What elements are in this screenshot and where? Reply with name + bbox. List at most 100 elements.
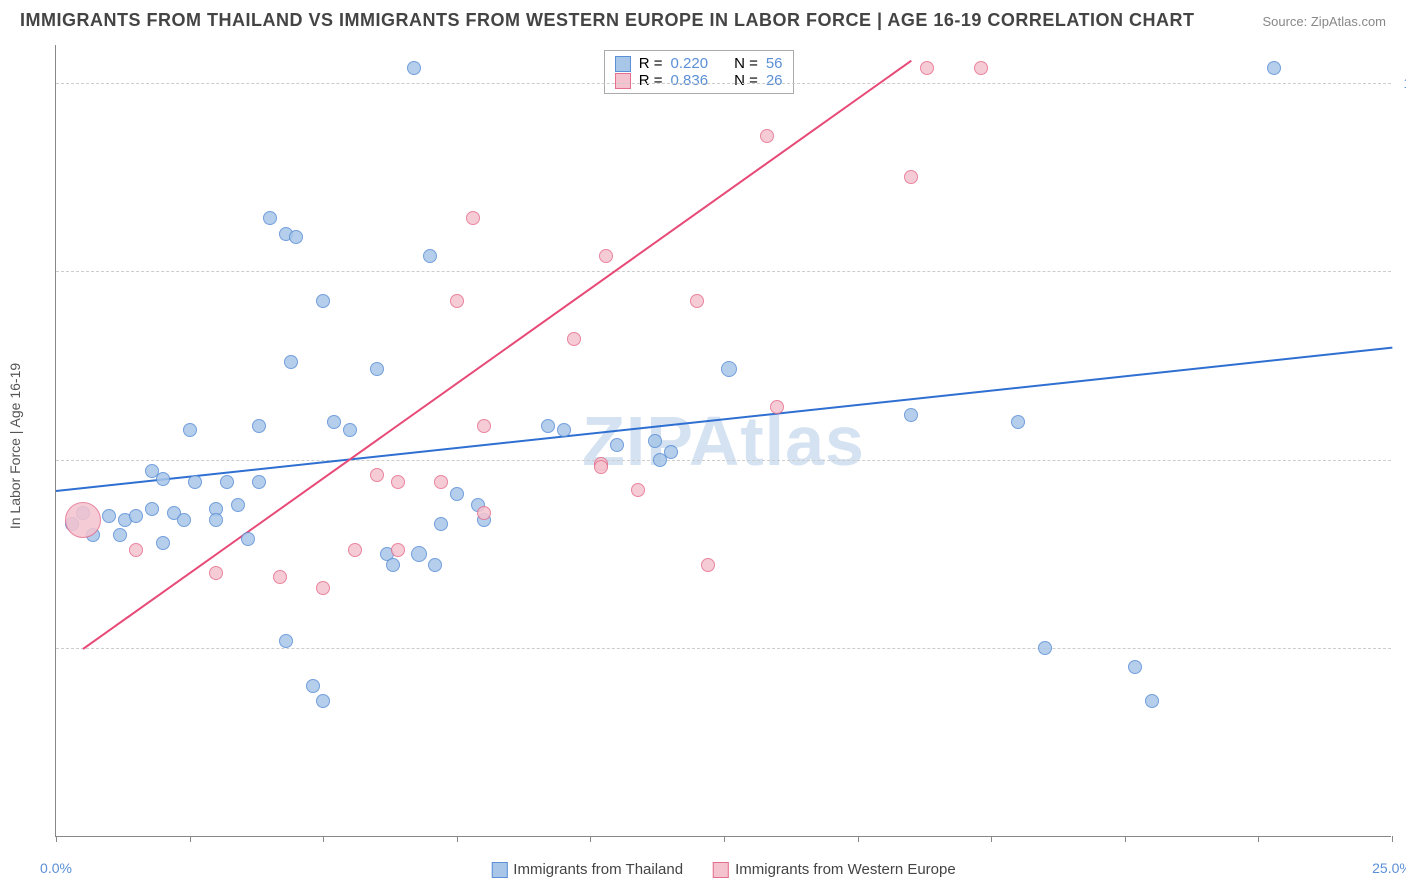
data-point-thailand: [188, 475, 202, 489]
swatch-western_europe: [713, 862, 729, 878]
x-tick: [56, 836, 57, 842]
source-label: Source: ZipAtlas.com: [1262, 14, 1386, 29]
y-gridline: [56, 460, 1391, 461]
data-point-thailand: [450, 487, 464, 501]
data-point-thailand: [156, 536, 170, 550]
x-tick: [991, 836, 992, 842]
data-point-thailand: [1011, 415, 1025, 429]
data-point-thailand: [102, 509, 116, 523]
y-gridline: [56, 271, 1391, 272]
data-point-thailand: [610, 438, 624, 452]
data-point-thailand: [557, 423, 571, 437]
legend-item-thailand: Immigrants from Thailand: [491, 861, 683, 878]
y-gridline: [56, 648, 1391, 649]
y-gridline: [56, 83, 1391, 84]
swatch-western_europe: [615, 73, 631, 89]
x-tick: [457, 836, 458, 842]
n-value: 26: [766, 72, 783, 89]
y-tick-label: 100.0%: [1396, 75, 1406, 91]
data-point-western_europe: [631, 483, 645, 497]
data-point-thailand: [284, 355, 298, 369]
r-label: R =: [639, 55, 663, 72]
x-tick: [724, 836, 725, 842]
data-point-thailand: [423, 249, 437, 263]
legend-label: Immigrants from Thailand: [513, 861, 683, 878]
chart-title: IMMIGRANTS FROM THAILAND VS IMMIGRANTS F…: [20, 10, 1195, 31]
data-point-thailand: [209, 513, 223, 527]
r-value: 0.836: [671, 72, 709, 89]
data-point-thailand: [648, 434, 662, 448]
data-point-western_europe: [348, 543, 362, 557]
data-point-thailand: [289, 230, 303, 244]
x-tick: [190, 836, 191, 842]
data-point-thailand: [316, 294, 330, 308]
data-point-thailand: [541, 419, 555, 433]
data-point-thailand: [279, 634, 293, 648]
data-point-thailand: [183, 423, 197, 437]
x-tick-label: 25.0%: [1372, 860, 1406, 876]
data-point-thailand: [370, 362, 384, 376]
data-point-thailand: [145, 502, 159, 516]
data-point-thailand: [1267, 61, 1281, 75]
x-tick-label: 0.0%: [40, 860, 72, 876]
data-point-thailand: [263, 211, 277, 225]
data-point-western_europe: [273, 570, 287, 584]
data-point-western_europe: [370, 468, 384, 482]
data-point-thailand: [428, 558, 442, 572]
data-point-thailand: [386, 558, 400, 572]
x-tick: [323, 836, 324, 842]
trend-line-western_europe: [82, 60, 911, 650]
data-point-western_europe: [450, 294, 464, 308]
data-point-thailand: [721, 361, 737, 377]
stats-legend: R =0.220N =56R =0.836N =26: [604, 50, 794, 94]
legend-item-western_europe: Immigrants from Western Europe: [713, 861, 956, 878]
data-point-thailand: [434, 517, 448, 531]
data-point-thailand: [343, 423, 357, 437]
legend-label: Immigrants from Western Europe: [735, 861, 956, 878]
data-point-western_europe: [477, 506, 491, 520]
data-point-thailand: [653, 453, 667, 467]
data-point-western_europe: [690, 294, 704, 308]
swatch-thailand: [615, 56, 631, 72]
data-point-thailand: [177, 513, 191, 527]
data-point-western_europe: [316, 581, 330, 595]
x-tick: [590, 836, 591, 842]
data-point-western_europe: [391, 543, 405, 557]
data-point-western_europe: [920, 61, 934, 75]
watermark: ZIPAtlas: [582, 401, 865, 481]
data-point-western_europe: [209, 566, 223, 580]
r-value: 0.220: [671, 55, 709, 72]
data-point-thailand: [252, 419, 266, 433]
data-point-western_europe: [594, 460, 608, 474]
data-point-thailand: [220, 475, 234, 489]
y-tick-label: 50.0%: [1396, 452, 1406, 468]
data-point-western_europe: [599, 249, 613, 263]
data-point-thailand: [1128, 660, 1142, 674]
x-tick: [1125, 836, 1126, 842]
data-point-thailand: [306, 679, 320, 693]
data-point-western_europe: [434, 475, 448, 489]
data-point-thailand: [316, 694, 330, 708]
n-value: 56: [766, 55, 783, 72]
swatch-thailand: [491, 862, 507, 878]
data-point-thailand: [129, 509, 143, 523]
n-label: N =: [734, 72, 758, 89]
x-tick: [858, 836, 859, 842]
x-tick: [1392, 836, 1393, 842]
data-point-thailand: [407, 61, 421, 75]
data-point-western_europe: [904, 170, 918, 184]
data-point-thailand: [904, 408, 918, 422]
r-label: R =: [639, 72, 663, 89]
stats-row-thailand: R =0.220N =56: [615, 55, 783, 72]
data-point-thailand: [252, 475, 266, 489]
data-point-thailand: [231, 498, 245, 512]
data-point-thailand: [113, 528, 127, 542]
data-point-western_europe: [477, 419, 491, 433]
data-point-western_europe: [701, 558, 715, 572]
data-point-western_europe: [129, 543, 143, 557]
data-point-western_europe: [466, 211, 480, 225]
data-point-western_europe: [567, 332, 581, 346]
data-point-thailand: [327, 415, 341, 429]
data-point-western_europe: [65, 502, 101, 538]
data-point-thailand: [411, 546, 427, 562]
